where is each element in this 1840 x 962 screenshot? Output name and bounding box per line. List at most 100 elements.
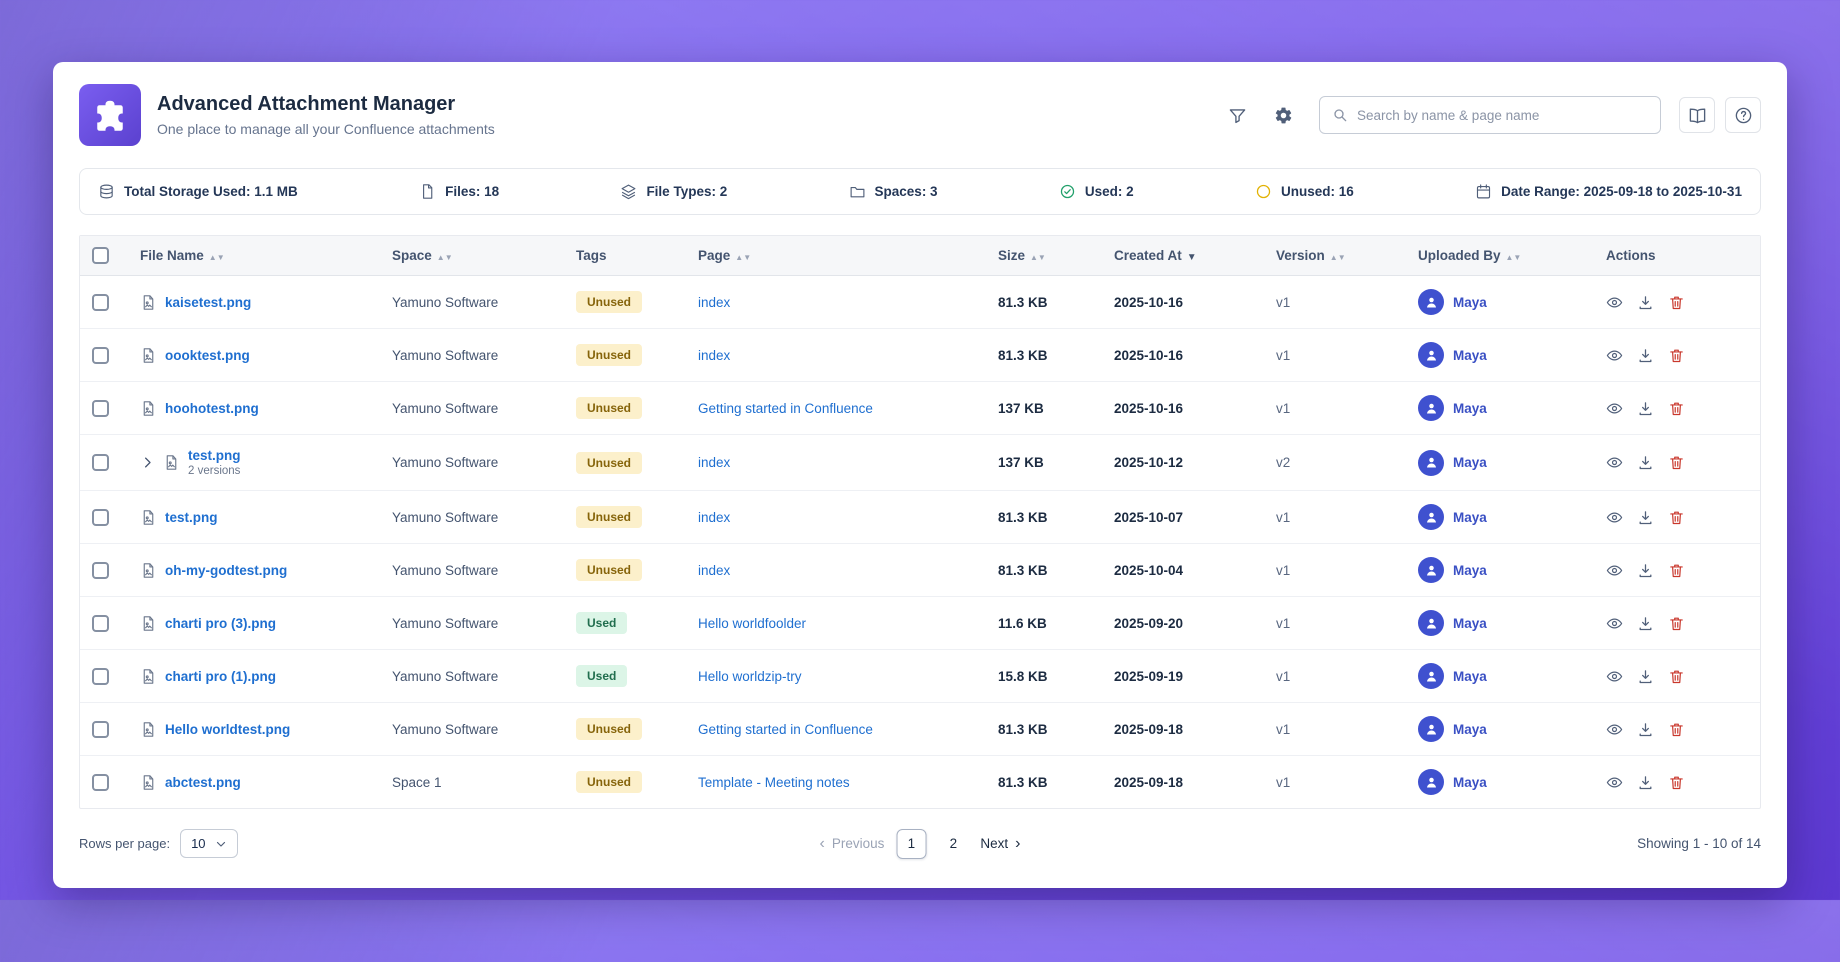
download-button[interactable] (1637, 294, 1654, 311)
sort-icon[interactable]: ▲▼ (436, 253, 453, 262)
delete-button[interactable] (1668, 294, 1685, 311)
search-input[interactable] (1357, 107, 1648, 123)
row-checkbox[interactable] (92, 293, 109, 311)
file-name-link[interactable]: test.png (188, 448, 241, 463)
col-tags: Tags (564, 236, 686, 276)
row-checkbox[interactable] (92, 561, 109, 579)
row-checkbox[interactable] (92, 399, 109, 417)
row-checkbox[interactable] (92, 667, 109, 685)
file-name-link[interactable]: Hello worldtest.png (165, 721, 291, 737)
download-button[interactable] (1637, 454, 1654, 471)
page-button-1[interactable]: 1 (896, 828, 927, 859)
download-button[interactable] (1637, 615, 1654, 632)
col-version[interactable]: Version ▲▼ (1264, 236, 1406, 276)
docs-button[interactable] (1679, 97, 1715, 133)
delete-button[interactable] (1668, 509, 1685, 526)
file-cell: charti pro (1).png (140, 668, 368, 685)
filter-button[interactable] (1219, 97, 1255, 133)
view-button[interactable] (1606, 400, 1623, 417)
help-button[interactable] (1725, 97, 1761, 133)
sort-icon[interactable]: ▲▼ (735, 253, 752, 262)
user-avatar (1418, 610, 1444, 636)
view-button[interactable] (1606, 668, 1623, 685)
sort-icon[interactable]: ▲▼ (1505, 253, 1522, 262)
delete-button[interactable] (1668, 454, 1685, 471)
space-cell: Yamuno Software (380, 543, 564, 597)
select-all-checkbox[interactable] (92, 247, 109, 264)
row-checkbox[interactable] (92, 346, 109, 364)
delete-button[interactable] (1668, 774, 1685, 791)
size-cell: 81.3 KB (986, 275, 1102, 329)
page-link[interactable]: index (698, 562, 731, 578)
next-button[interactable]: Next › (980, 835, 1020, 852)
page-link[interactable]: index (698, 294, 731, 310)
user-avatar (1418, 395, 1444, 421)
space-cell: Yamuno Software (380, 434, 564, 491)
row-checkbox[interactable] (92, 720, 109, 738)
view-button[interactable] (1606, 294, 1623, 311)
settings-button[interactable] (1265, 97, 1301, 133)
view-button[interactable] (1606, 347, 1623, 364)
file-name-link[interactable]: charti pro (1).png (165, 668, 276, 684)
file-image-icon (143, 562, 154, 578)
rows-per-page-select[interactable]: 10 (180, 829, 238, 858)
file-name-link[interactable]: oooktest.png (165, 347, 250, 363)
view-button[interactable] (1606, 721, 1623, 738)
user-name: Maya (1453, 721, 1487, 737)
col-file-name[interactable]: File Name ▲▼ (128, 236, 380, 276)
expand-chevron-icon[interactable] (140, 455, 155, 470)
person-icon (1426, 512, 1436, 522)
sort-icon[interactable]: ▲▼ (1329, 253, 1346, 262)
page-link[interactable]: Getting started in Confluence (698, 721, 873, 737)
col-uploaded-by[interactable]: Uploaded By ▲▼ (1406, 236, 1594, 276)
page-link[interactable]: Getting started in Confluence (698, 400, 873, 416)
sort-icon[interactable]: ▲▼ (1030, 253, 1046, 262)
view-button[interactable] (1606, 454, 1623, 471)
file-name-link[interactable]: oh-my-godtest.png (165, 562, 288, 578)
col-page[interactable]: Page ▲▼ (686, 236, 986, 276)
delete-button[interactable] (1668, 562, 1685, 579)
page-link[interactable]: Template - Meeting notes (698, 774, 850, 790)
download-button[interactable] (1637, 562, 1654, 579)
download-button[interactable] (1637, 509, 1654, 526)
file-name-link[interactable]: abctest.png (165, 774, 241, 790)
delete-button[interactable] (1668, 721, 1685, 738)
col-size[interactable]: Size ▲▼ (986, 236, 1102, 276)
row-checkbox[interactable] (92, 614, 109, 632)
page-link[interactable]: index (698, 347, 731, 363)
delete-button[interactable] (1668, 615, 1685, 632)
sort-desc-icon[interactable]: ▼ (1186, 252, 1197, 263)
download-button[interactable] (1637, 668, 1654, 685)
file-name-link[interactable]: charti pro (3).png (165, 615, 276, 631)
view-button[interactable] (1606, 615, 1623, 632)
row-checkbox[interactable] (92, 773, 109, 791)
filter-icon (1229, 108, 1245, 123)
view-button[interactable] (1606, 562, 1623, 579)
download-button[interactable] (1637, 721, 1654, 738)
page-link[interactable]: index (698, 455, 731, 470)
previous-button[interactable]: ‹ Previous (820, 835, 885, 852)
row-checkbox[interactable] (92, 508, 109, 526)
tag-badge: Unused (576, 291, 643, 313)
download-button[interactable] (1637, 774, 1654, 791)
page-link[interactable]: index (698, 509, 731, 525)
view-button[interactable] (1606, 509, 1623, 526)
page-link[interactable]: Hello worldfoolder (698, 615, 807, 631)
delete-button[interactable] (1668, 668, 1685, 685)
delete-button[interactable] (1668, 347, 1685, 364)
download-button[interactable] (1637, 400, 1654, 417)
view-button[interactable] (1606, 774, 1623, 791)
col-created-at[interactable]: Created At ▼ (1102, 236, 1264, 276)
trash-icon (1670, 511, 1683, 524)
delete-button[interactable] (1668, 400, 1685, 417)
file-name-link[interactable]: test.png (165, 509, 218, 525)
search-icon (1334, 109, 1347, 122)
download-button[interactable] (1637, 347, 1654, 364)
col-space[interactable]: Space ▲▼ (380, 236, 564, 276)
page-link[interactable]: Hello worldzip-try (698, 668, 802, 684)
row-checkbox[interactable] (92, 454, 109, 471)
sort-icon[interactable]: ▲▼ (208, 253, 225, 262)
file-name-link[interactable]: kaisetest.png (165, 294, 252, 310)
file-name-link[interactable]: hoohotest.png (165, 400, 259, 416)
page-button-2[interactable]: 2 (949, 836, 958, 851)
